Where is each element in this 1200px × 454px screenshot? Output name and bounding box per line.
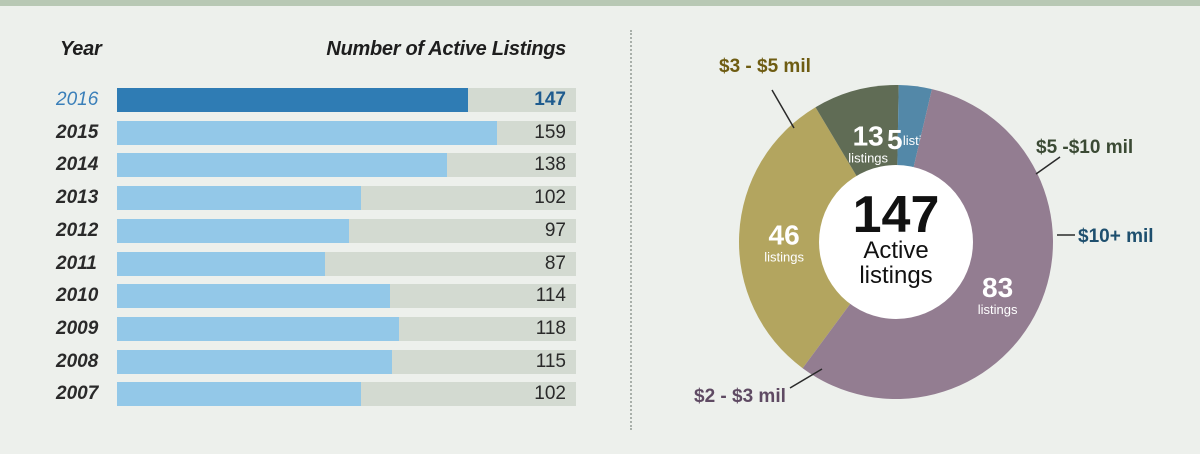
- bar-fill: [117, 349, 392, 374]
- bar-row-2007: 2007 102: [0, 382, 620, 407]
- bar-fill: [117, 251, 325, 276]
- slice-count-label: 83: [982, 272, 1013, 303]
- year-label: 2011: [56, 252, 97, 274]
- bar-row-2015: 2015 159: [0, 120, 620, 145]
- bar-row-2012: 2012 97: [0, 218, 620, 243]
- slice-unit-label: listings: [978, 302, 1018, 317]
- bar-value-label: 138: [534, 154, 566, 176]
- bar-track: 102: [117, 382, 576, 407]
- bar-row-2008: 2008 115: [0, 349, 620, 374]
- bar-fill: [117, 153, 447, 178]
- donut-slice: [738, 107, 896, 369]
- bar-value-label: 147: [534, 89, 566, 110]
- year-label: 2016: [56, 89, 99, 110]
- bar-fill: [117, 284, 390, 309]
- bar-value-label: 115: [535, 350, 566, 372]
- year-label: 2012: [56, 219, 99, 241]
- bar-track: 159: [117, 120, 576, 145]
- bar-track: 115: [117, 349, 576, 374]
- year-column-header: Year: [60, 38, 102, 60]
- bar-track: 114: [117, 284, 576, 309]
- bar-track: 138: [117, 153, 576, 178]
- listings-by-year-bar-chart: Year Number of Active Listings 2016 147 20…: [0, 38, 620, 407]
- bar-fill: [117, 218, 349, 243]
- year-label: 2014: [56, 154, 99, 176]
- bar-track: 102: [117, 186, 576, 211]
- bar-track: 118: [117, 316, 576, 341]
- year-label: 2015: [56, 121, 99, 143]
- bar-value-label: 102: [534, 383, 566, 405]
- bar-value-label: 118: [535, 317, 566, 339]
- bar-value-label: 87: [544, 252, 566, 274]
- price-range-label: $3 - $5 mil: [719, 56, 811, 77]
- slice-count-label: 46: [769, 219, 800, 250]
- slice-unit-label: listings: [764, 249, 804, 264]
- bar-value-label: 97: [544, 219, 566, 241]
- callout-line: [789, 368, 823, 389]
- callout-line: [771, 89, 795, 129]
- bar-value-label: 114: [535, 285, 566, 307]
- donut-svg: 46listings13listings5listings83listings …: [694, 56, 1154, 407]
- donut-center-hole: [819, 165, 973, 319]
- bar-fill: [117, 316, 400, 341]
- center-label-line2: listings: [859, 262, 932, 289]
- center-total-value: 147: [853, 186, 940, 244]
- bar-value-label: 159: [534, 121, 566, 143]
- bar-row-2014: 2014 138: [0, 153, 620, 178]
- year-label: 2010: [56, 285, 99, 307]
- slice-count-label: 13: [853, 121, 884, 152]
- bar-row-2010: 2010 114: [0, 284, 620, 309]
- bar-row-2013: 2013 102: [0, 186, 620, 211]
- bar-track: 87: [117, 251, 576, 276]
- slice-unit-label: listings: [848, 151, 888, 166]
- price-range-label: $5 -$10 mil: [1036, 137, 1133, 158]
- year-label: 2013: [56, 187, 99, 209]
- listings-by-price-donut-chart: 46listings13listings5listings83listings …: [640, 0, 1200, 454]
- bar-row-2011: 2011 87: [0, 251, 620, 276]
- bar-fill: [117, 120, 498, 145]
- top-accent-bar: [0, 0, 1200, 6]
- year-label: 2007: [56, 383, 99, 405]
- callout-line: [1035, 156, 1061, 175]
- active-listings-column-header: Number of Active Listings: [326, 38, 566, 60]
- price-range-label: $2 - $3 mil: [694, 386, 786, 407]
- bar-row-2016: 2016 147: [0, 88, 620, 112]
- slice-count-label: 5: [887, 124, 903, 155]
- dotted-divider: [630, 30, 632, 430]
- bar-row-2009: 2009 118: [0, 316, 620, 341]
- price-range-label: $10+ mil: [1078, 226, 1154, 247]
- bar-fill: [117, 88, 469, 112]
- bar-value-label: 102: [534, 187, 566, 209]
- year-label: 2009: [56, 317, 99, 339]
- center-label-line1: Active: [863, 237, 928, 264]
- bar-fill: [117, 382, 361, 407]
- year-label: 2008: [56, 350, 99, 372]
- bar-track: 147: [117, 88, 576, 112]
- bar-track: 97: [117, 218, 576, 243]
- bar-fill: [117, 186, 361, 211]
